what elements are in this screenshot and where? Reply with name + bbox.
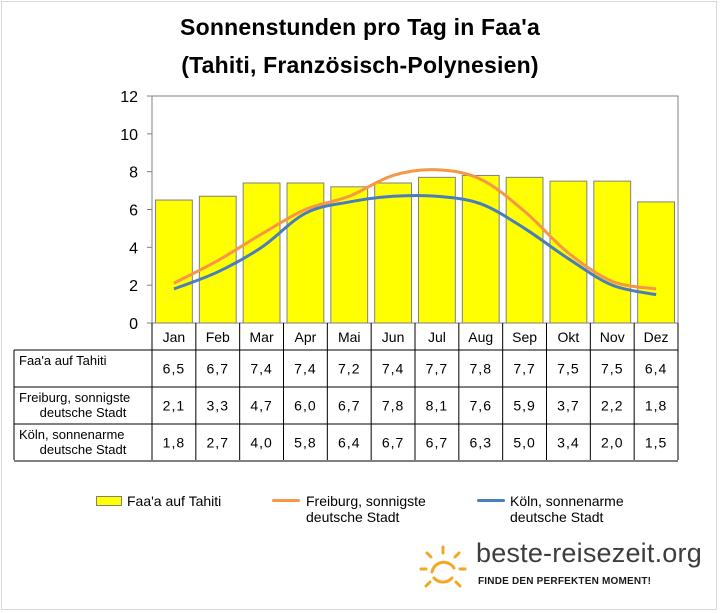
table-cell: 6,4 (645, 361, 667, 377)
table-cell: 7,5 (557, 361, 579, 377)
bar-faaa-Mar (242, 182, 281, 324)
y-tick-label: 2 (129, 278, 138, 295)
x-tick-label-Jul: Jul (428, 329, 446, 345)
bar-faaa-Jul (418, 176, 456, 324)
legend-label-freiburg: Freiburg, sonnigste deutsche Stadt (306, 493, 426, 525)
table-cell: 2,1 (163, 398, 185, 414)
x-tick-label-Dez: Dez (644, 329, 669, 345)
table-cell: 7,7 (426, 361, 448, 377)
table-cell: 8,1 (426, 398, 448, 414)
legend-label-freiburg-line1: Freiburg, sonnigste (306, 493, 426, 509)
bar-faaa-Jun (374, 182, 412, 324)
legend-label-koeln-line2: deutsche Stadt (510, 509, 604, 525)
x-tick-label-Mar: Mar (250, 329, 274, 345)
table-cell: 1,5 (645, 435, 667, 451)
table-cell: 3,7 (557, 398, 579, 414)
y-tick-label: 12 (120, 89, 138, 106)
x-tick-label-Aug: Aug (468, 329, 493, 345)
table-cell: 2,0 (601, 435, 623, 451)
bar-faaa-Mai (330, 186, 369, 324)
legend-swatch-koeln (477, 499, 505, 502)
x-tick-label-Jan: Jan (163, 329, 186, 345)
x-tick-label-Jun: Jun (382, 329, 405, 345)
bar-faaa-Aug (461, 174, 500, 324)
x-tick-label-Nov: Nov (600, 329, 625, 345)
table-cell: 7,8 (470, 361, 492, 377)
table-cell: 6,3 (470, 435, 492, 451)
table-cell: 2,7 (207, 435, 229, 451)
bar-faaa-Nov (593, 180, 632, 324)
table-cell: 7,5 (601, 361, 623, 377)
legend-label-freiburg-line2: deutsche Stadt (306, 509, 400, 525)
table-cell: 7,4 (250, 361, 272, 377)
table-cell: 1,8 (163, 435, 185, 451)
chart-title-line1: Sonnenstunden pro Tag in Faa'a (180, 14, 540, 40)
line-freiburg (173, 168, 657, 291)
table-cell: 6,7 (382, 435, 404, 451)
line-koeln (173, 193, 657, 297)
sun-icon (419, 545, 467, 588)
legend-swatch-freiburg (272, 499, 300, 502)
table-cell: 4,0 (250, 435, 272, 451)
legend-label-koeln: Köln, sonnenarme deutsche Stadt (510, 493, 624, 525)
table-cell: 7,7 (513, 361, 535, 377)
legend-label-faaa: Faa'a auf Tahiti (127, 493, 222, 509)
table-cell: 6,7 (207, 361, 229, 377)
table-cell: 3,3 (207, 398, 229, 414)
x-tick-label-Mai: Mai (338, 329, 361, 345)
table-cell: 6,7 (338, 398, 360, 414)
table-cell: 5,9 (513, 398, 535, 414)
table-cell: 6,5 (163, 361, 185, 377)
table-row-header-koeln-line1: Köln, sonnenarme (19, 427, 125, 442)
table-cell: 3,4 (557, 435, 579, 451)
bar-faaa-Dez (637, 201, 675, 324)
table-row-header-freiburg-line1: Freiburg, sonnigste (19, 390, 130, 405)
y-tick-label: 10 (120, 127, 138, 144)
table-row-header-freiburg-line2: deutsche Stadt (40, 405, 127, 420)
table-cell: 2,2 (601, 398, 623, 414)
table-cell: 7,6 (470, 398, 492, 414)
table-row-header-faaa: Faa'a auf Tahiti (19, 353, 107, 368)
y-tick-label: 0 (129, 316, 138, 333)
legend-label-koeln-line1: Köln, sonnenarme (510, 493, 624, 509)
table-cell: 7,2 (338, 361, 360, 377)
table-cell: 7,8 (382, 398, 404, 414)
x-tick-label-Okt: Okt (558, 329, 580, 345)
logo-text[interactable]: beste-reisezeit.org (476, 538, 702, 568)
table-cell: 7,4 (294, 361, 316, 377)
table-cell: 5,8 (294, 435, 316, 451)
table-cell: 5,0 (513, 435, 535, 451)
logo-tagline: FINDE DEN PERFEKTEN MOMENT! (478, 576, 652, 587)
table-cell: 6,0 (294, 398, 316, 414)
x-tick-label-Sep: Sep (512, 329, 537, 345)
table-cell: 1,8 (645, 398, 667, 414)
legend-swatch-faaa (96, 496, 122, 506)
chart-title-line2: (Tahiti, Französisch-Polynesien) (181, 52, 539, 78)
bar-faaa-Jan (155, 199, 193, 324)
plot-area (151, 95, 679, 324)
table-row-header-koeln-line2: deutsche Stadt (40, 442, 127, 457)
x-tick-label-Feb: Feb (206, 329, 230, 345)
table-cell: 6,4 (338, 435, 360, 451)
table-cell: 4,7 (250, 398, 272, 414)
y-tick-label: 8 (129, 165, 138, 182)
table-cell: 6,7 (426, 435, 448, 451)
y-tick-label: 4 (129, 240, 138, 257)
table-cell: 7,4 (382, 361, 404, 377)
y-tick-label: 6 (129, 203, 138, 220)
x-tick-label-Apr: Apr (295, 329, 317, 345)
